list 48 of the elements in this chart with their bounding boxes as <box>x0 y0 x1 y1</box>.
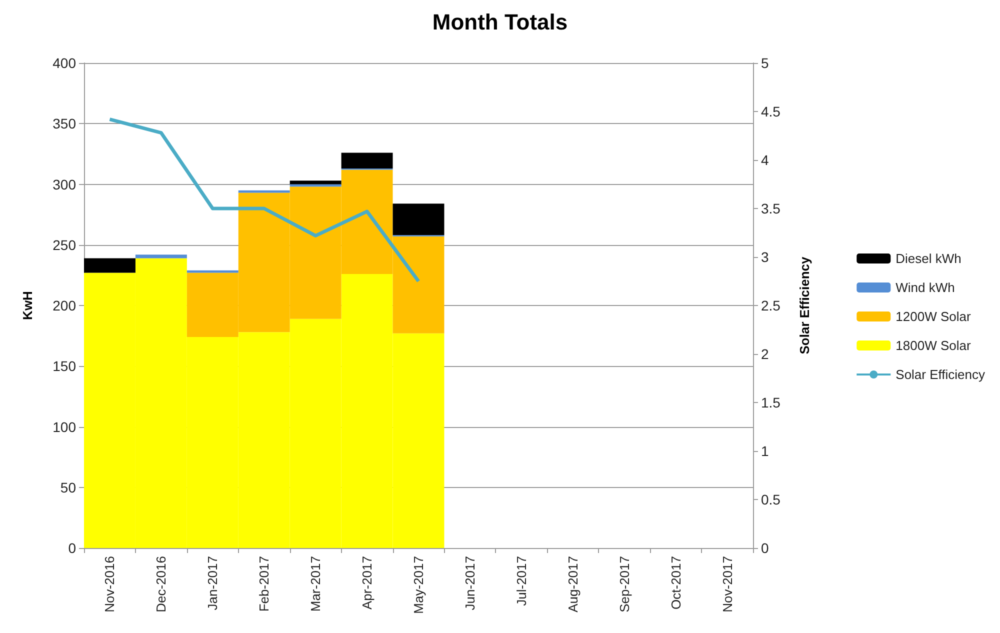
y-axis-title: KwH <box>20 291 35 320</box>
y-tick-label: 400 <box>52 55 76 71</box>
x-tick-label: Nov-2017 <box>720 556 735 612</box>
y-tick-label: 250 <box>52 236 76 253</box>
y-tick-label: 100 <box>52 418 76 435</box>
y2-tick-label: 0.5 <box>761 492 781 508</box>
bar <box>392 204 444 236</box>
y-tick-label: 50 <box>60 479 76 496</box>
y-tick-label: 300 <box>52 176 76 192</box>
legend-label: Diesel kWh <box>896 251 962 266</box>
y2-tick-label: 1.5 <box>761 394 781 410</box>
bar <box>290 180 342 184</box>
legend-label: 1200W Solar <box>896 309 972 324</box>
y2-tick-label: 2 <box>761 346 769 362</box>
y-tick-label: 200 <box>52 298 76 314</box>
x-tick-label: Oct-2017 <box>668 556 684 610</box>
y2-tick-label: 5 <box>761 55 769 71</box>
x-tick-label: Mar-2017 <box>308 556 324 612</box>
line-series <box>108 118 420 283</box>
x-tick-label: Dec-2016 <box>154 556 169 612</box>
x-tick-label: Jan-2017 <box>205 556 220 610</box>
y2-axis-title: Solar Efficiency <box>797 256 812 354</box>
legend-label: 1800W Solar <box>896 338 972 353</box>
x-tick-label: Jul-2017 <box>514 556 529 606</box>
y2-tick-label: 1 <box>761 443 769 459</box>
x-tick-label: May-2017 <box>411 556 426 614</box>
x-tick-label: Jun-2017 <box>462 556 478 610</box>
x-tick-label: Sep-2017 <box>616 556 632 612</box>
bar <box>135 254 187 258</box>
y2-tick-label: 3.5 <box>761 200 781 216</box>
x-tick-label: Nov-2016 <box>102 556 118 612</box>
x-tick-label: Feb-2017 <box>256 556 272 612</box>
bar <box>341 152 393 168</box>
y2-tick-label: 0 <box>761 540 769 556</box>
y2-tick-label: 3 <box>761 249 769 265</box>
y-tick-label: 350 <box>52 116 76 132</box>
x-tick-label: Apr-2017 <box>360 556 375 610</box>
bar <box>84 258 136 273</box>
y2-tick-label: 2.5 <box>761 298 781 314</box>
y2-tick-label: 4.5 <box>761 104 781 120</box>
y-tick-label: 150 <box>52 358 76 374</box>
chart-title: Month Totals <box>432 10 568 34</box>
legend-label: Wind kWh <box>896 280 955 295</box>
y2-tick-label: 4 <box>761 152 769 168</box>
legend-label: Solar Efficiency <box>896 367 986 382</box>
x-tick-label: Aug-2017 <box>565 556 580 612</box>
y-tick-label: 0 <box>68 540 76 556</box>
bar <box>186 270 238 273</box>
